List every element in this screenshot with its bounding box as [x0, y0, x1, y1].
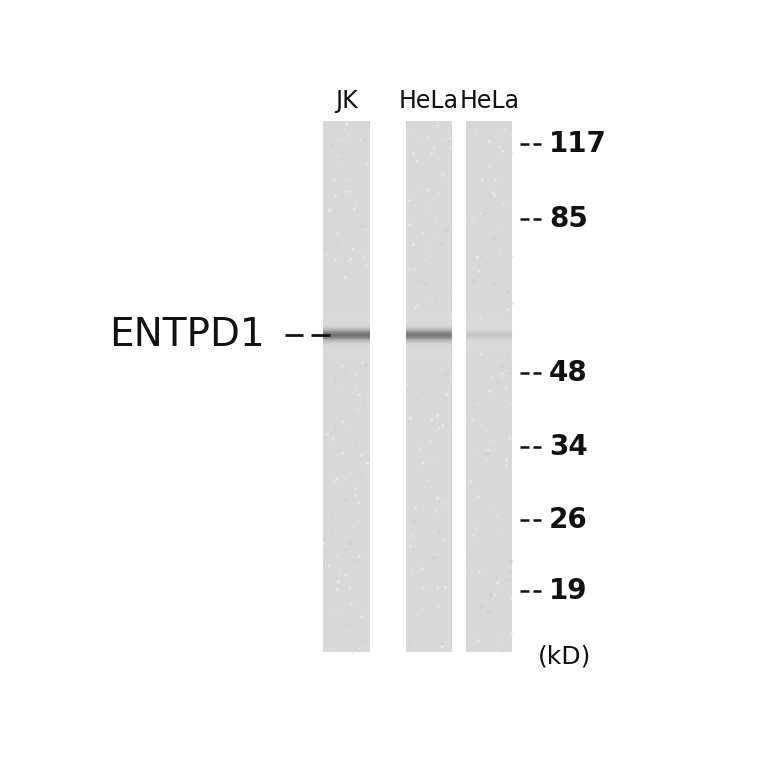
Text: HeLa: HeLa [399, 89, 458, 113]
Bar [466, 121, 513, 652]
Text: ENTPD1: ENTPD1 [109, 316, 265, 354]
Text: 34: 34 [549, 433, 588, 461]
Text: 26: 26 [549, 506, 588, 534]
Text: 19: 19 [549, 577, 588, 604]
Bar [406, 121, 452, 652]
Text: 48: 48 [549, 359, 588, 387]
Text: HeLa: HeLa [459, 89, 520, 113]
Text: JK: JK [335, 89, 358, 113]
Text: 117: 117 [549, 130, 607, 158]
Text: (kD): (kD) [538, 645, 591, 668]
Bar [323, 121, 370, 652]
Text: 85: 85 [549, 205, 588, 233]
